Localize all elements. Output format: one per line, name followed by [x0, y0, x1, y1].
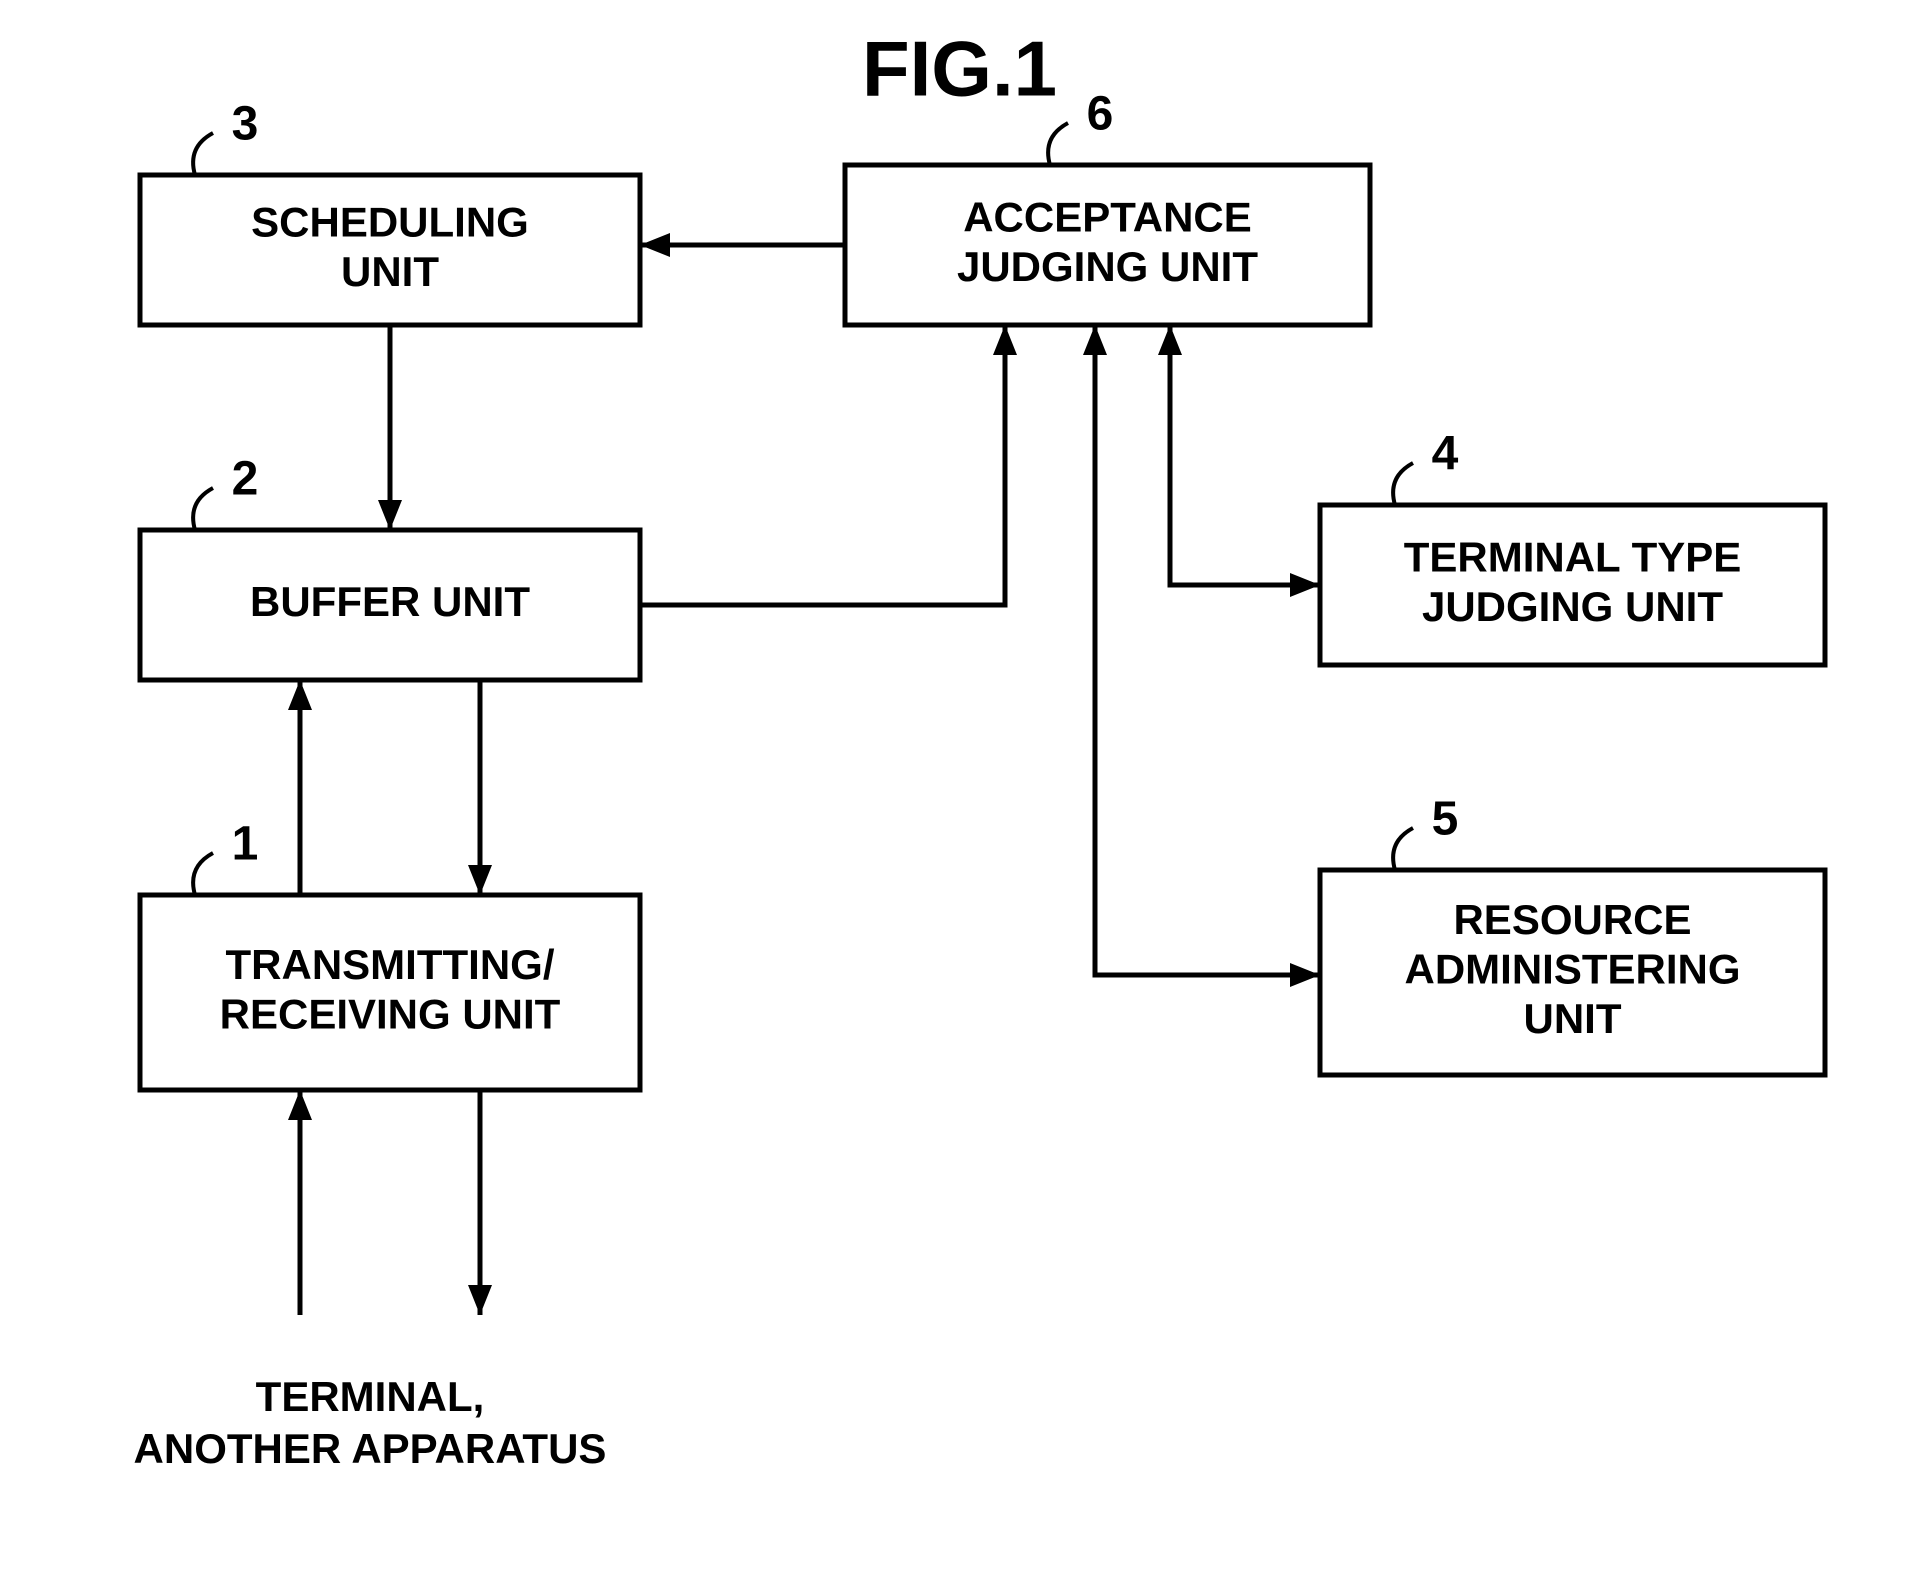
diagram-canvas: FIG.1SCHEDULINGUNITACCEPTANCEJUDGING UNI… — [0, 0, 1919, 1569]
external-label-0: TERMINAL, — [256, 1373, 485, 1420]
node-label-terminaltype-1: JUDGING UNIT — [1422, 583, 1723, 630]
node-label-scheduling-0: SCHEDULING — [251, 198, 529, 245]
node-label-scheduling-1: UNIT — [341, 248, 439, 295]
node-label-resource-0: RESOURCE — [1453, 896, 1691, 943]
node-label-acceptance-0: ACCEPTANCE — [963, 193, 1252, 240]
node-label-resource-2: UNIT — [1524, 995, 1622, 1042]
node-label-txrx-1: RECEIVING UNIT — [220, 990, 561, 1037]
node-number-2: 2 — [232, 453, 259, 506]
node-number-6: 6 — [1087, 88, 1114, 141]
node-number-1: 1 — [232, 818, 259, 871]
node-number-5: 5 — [1432, 793, 1459, 846]
node-number-3: 3 — [232, 98, 259, 151]
node-label-acceptance-1: JUDGING UNIT — [957, 243, 1258, 290]
node-label-terminaltype-0: TERMINAL TYPE — [1404, 533, 1742, 580]
node-number-4: 4 — [1432, 428, 1459, 481]
node-label-resource-1: ADMINISTERING — [1405, 946, 1741, 993]
external-label-1: ANOTHER APPARATUS — [134, 1425, 607, 1472]
node-label-buffer-0: BUFFER UNIT — [250, 578, 530, 625]
node-label-txrx-0: TRANSMITTING/ — [226, 941, 555, 988]
figure-title: FIG.1 — [862, 25, 1057, 113]
